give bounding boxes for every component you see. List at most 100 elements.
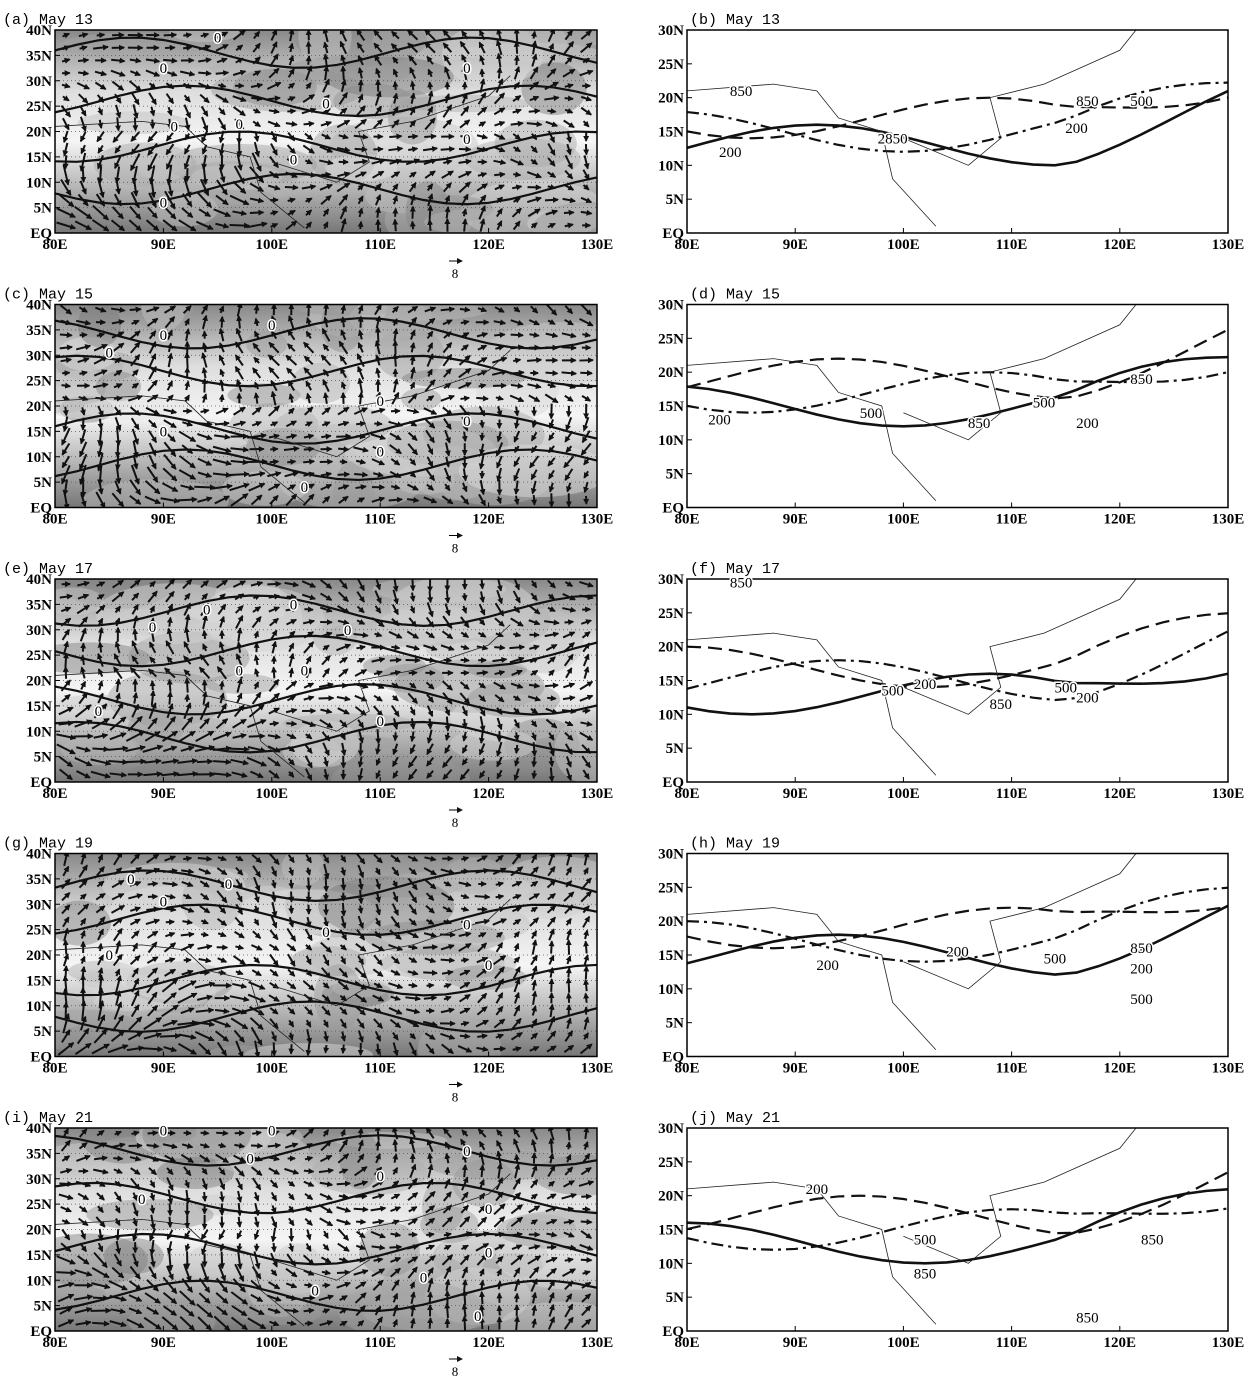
- wind-vector: [96, 131, 105, 143]
- y-tick-label: EQ: [662, 501, 684, 517]
- wind-vector: [61, 57, 71, 64]
- wind-vector: [407, 30, 419, 41]
- contour-label: 0: [463, 1144, 471, 1160]
- wind-vector: [253, 30, 261, 40]
- wind-vector: [563, 119, 575, 129]
- isoline: [687, 89, 1228, 167]
- coastline: [687, 30, 1137, 227]
- wind-vector: [166, 106, 173, 117]
- shade-blob: [531, 202, 597, 233]
- contour-label: 850: [1130, 941, 1153, 957]
- wind-vector: [513, 406, 520, 417]
- wind-vector: [375, 1043, 382, 1056]
- wind-vector: [78, 306, 88, 313]
- wind-vector: [423, 995, 438, 1001]
- wind-vector: [355, 105, 366, 117]
- wind-vector: [288, 667, 295, 678]
- wind-vector: [409, 592, 416, 602]
- y-tick-label: 5N: [666, 192, 685, 208]
- shade-blob: [365, 178, 435, 214]
- wind-vector: [357, 195, 364, 205]
- y-tick-label: 25N: [658, 606, 684, 622]
- wind-vector: [268, 67, 280, 79]
- wind-vector: [159, 1032, 182, 1039]
- wind-vector: [339, 458, 348, 465]
- contour-label: 850: [968, 416, 991, 432]
- contour-label: 2850: [878, 131, 908, 147]
- wind-vector: [218, 680, 225, 690]
- y-tick-label: 20N: [26, 125, 52, 141]
- wind-vector: [495, 893, 505, 900]
- wind-vector: [442, 119, 453, 129]
- contour-label: 500: [860, 406, 883, 422]
- contour-line: [55, 36, 597, 69]
- y-tick-label: 35N: [26, 597, 52, 613]
- wind-vector: [62, 652, 69, 668]
- wind-vector: [494, 184, 505, 191]
- wind-vector: [287, 96, 296, 102]
- wind-vector: [565, 977, 572, 993]
- wind-vector: [232, 69, 247, 76]
- contour-label: 0: [236, 663, 244, 679]
- wind-vector: [200, 1129, 210, 1136]
- wind-vector: [249, 166, 265, 184]
- wind-vector: [147, 1130, 159, 1137]
- contour-label: 0: [485, 1202, 493, 1218]
- wind-vector: [79, 45, 88, 51]
- wind-vector: [392, 353, 399, 367]
- y-tick-label: 25N: [658, 880, 684, 896]
- wind-vector: [357, 79, 364, 92]
- wind-vector: [270, 41, 278, 54]
- wind-vector: [547, 695, 557, 702]
- y-tick-label: 35N: [26, 323, 52, 339]
- x-tick-label: 110E: [996, 512, 1028, 528]
- reference-vector-label: 8: [452, 1090, 459, 1105]
- wind-vector: [461, 957, 470, 964]
- wind-vector: [513, 732, 520, 742]
- wind-vector: [129, 306, 142, 313]
- wind-vector: [61, 382, 72, 389]
- wind-vector: [583, 978, 590, 992]
- wind-vector: [547, 108, 557, 115]
- contour-label: 200: [1065, 121, 1088, 137]
- wind-vector: [114, 1229, 121, 1241]
- wind-vector: [408, 982, 418, 989]
- wind-vector: [582, 708, 591, 715]
- wind-vector: [80, 167, 87, 183]
- wind-vector: [253, 141, 261, 158]
- wind-vector: [91, 219, 110, 232]
- wind-vector: [461, 593, 468, 602]
- wind-vector: [565, 1141, 572, 1150]
- wind-vector: [80, 144, 87, 155]
- wind-vector: [252, 70, 262, 77]
- wind-vector: [548, 978, 555, 992]
- contour-label: 0: [463, 918, 471, 934]
- wind-vector: [200, 931, 210, 938]
- wind-vector: [580, 196, 593, 204]
- wind-vector: [250, 1142, 264, 1149]
- wind-vector: [94, 81, 107, 90]
- wind-vector: [111, 57, 126, 64]
- wind-vector: [336, 182, 351, 193]
- wind-vector: [235, 44, 244, 52]
- x-tick-label: 90E: [783, 786, 808, 802]
- x-tick-label: 90E: [151, 786, 176, 802]
- y-tick-label: EQ: [30, 226, 52, 242]
- wind-vector: [530, 158, 538, 166]
- wind-vector: [340, 877, 347, 891]
- wind-vector: [407, 42, 419, 53]
- wind-vector: [147, 206, 158, 219]
- wind-vector: [114, 155, 122, 170]
- contour-label: 200: [719, 145, 742, 161]
- wind-vector: [513, 1315, 520, 1331]
- wind-vector: [60, 357, 73, 364]
- wind-vector: [218, 107, 226, 116]
- wind-vector: [166, 616, 173, 627]
- wind-vector: [197, 855, 213, 862]
- shade-blob: [141, 304, 187, 332]
- panel-content: [55, 1128, 597, 1331]
- wind-vector: [493, 92, 505, 105]
- y-tick-label: 20N: [658, 914, 684, 930]
- wind-vector: [512, 133, 522, 141]
